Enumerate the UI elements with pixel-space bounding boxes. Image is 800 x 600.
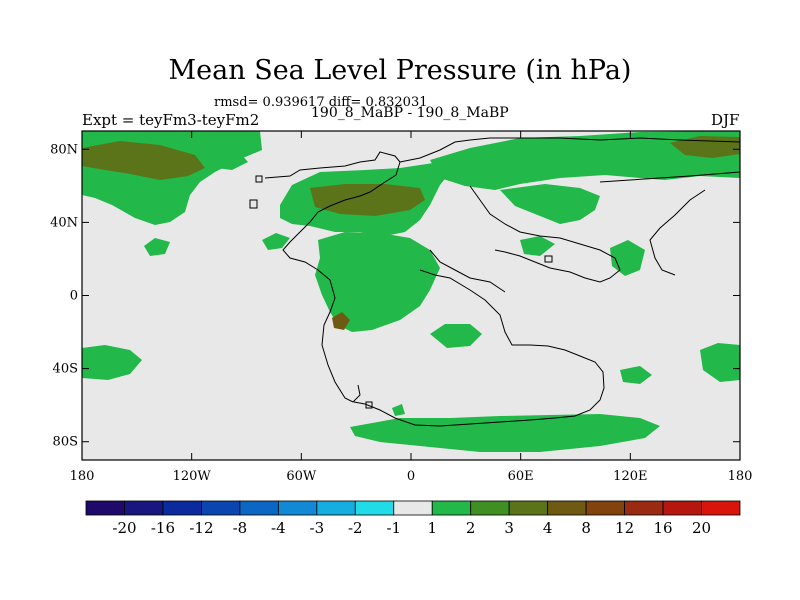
contour-green-alaska [215,153,248,170]
coastline-east-asia [599,171,740,276]
coastline-island-1 [249,199,258,209]
colorbar-label: 1 [427,519,437,537]
colorbar-label: 8 [581,519,591,537]
coastline-europe-africa [399,137,740,163]
contour-green-antarctic-band [350,414,660,452]
comparison-label: 190_8_MaBP - 190_8_MaBP [311,105,509,121]
colorbar-box [508,500,549,516]
experiment-label: Expt = teyFm3-teyFm2 [82,111,260,129]
lon-tick-label: 180 [728,469,753,484]
colorbar-box [431,500,472,516]
lat-tick-label: 80S [53,435,78,450]
colorbar-label: -2 [348,519,363,537]
colorbar-label: 20 [692,519,711,537]
colorbar-box [201,500,241,516]
season-label: DJF [711,111,740,129]
coastline-north-america [264,151,401,403]
colorbar-box [239,500,279,516]
colorbar-box [277,500,318,516]
coastline-rift [429,249,506,293]
lat-tick-label: 0 [70,289,78,304]
contour-green-southwest-pacific [82,345,142,380]
lat-tick-label: 80N [50,142,78,157]
lon-tick-label: 120E [613,469,647,484]
contour-green-caribbean [262,233,290,250]
colorbar-box [662,500,702,516]
colorbar-label: -12 [189,519,213,537]
coastline-asia [469,185,621,283]
colorbar-box [547,500,587,516]
contour-green-arctic-north [430,131,740,190]
lon-tick-label: 120W [173,469,212,484]
colorbar-box [585,500,625,516]
colorbar-box [701,500,741,516]
colorbar-box [470,500,510,516]
colorbar-label: 16 [654,519,673,537]
colorbar-label: -16 [151,519,175,537]
colorbar-box [124,500,164,516]
lon-tick-label: 0 [407,469,415,484]
colorbar-box [354,500,395,516]
colorbar-label: -1 [386,519,401,537]
colorbar-box [393,500,433,516]
colorbar-label: 4 [543,519,553,537]
contour-green-indian-ocean [620,366,652,384]
contour-green-southeast-pacific [700,343,740,382]
colorbar-label: -8 [233,519,248,537]
colorbar-label: 2 [466,519,476,537]
lon-tick-label: 60W [286,469,317,484]
contour-green-central-atlantic [315,232,440,332]
map-title: Mean Sea Level Pressure (in hPa) [168,55,632,86]
lat-tick-label: 40S [53,362,78,377]
contour-green-siberia [500,184,600,224]
longitude-axis: 180 120W 60W 0 60E 120E 180 [70,131,753,484]
contour-olive-north-atlantic [310,184,425,216]
lon-tick-label: 60E [508,469,534,484]
lat-tick-label: 40N [50,215,78,230]
coastline-south-land [353,269,605,427]
colorbar-box [85,500,125,516]
coastlines [249,137,740,427]
colorbar-label: 12 [615,519,634,537]
contour-green-equatorial-cells [430,324,482,348]
colorbar-label: -20 [112,519,136,537]
colorbar-label: -4 [271,519,286,537]
coastline-island-2 [255,175,263,183]
lon-tick-label: 180 [70,469,95,484]
contour-brown-south-atlantic [332,312,350,330]
colorbar-box [624,500,664,516]
contour-olive-north-pacific [82,141,205,180]
colorbar-box [316,500,356,516]
map-plot-area [82,131,740,460]
latitude-axis: 80N 40N 0 40S 80S [50,142,740,450]
contour-green-southern-ocean-spot [392,404,405,416]
colorbar-label: 3 [504,519,514,537]
rmsd-diff-stats: rmsd= 0.939617 diff= 0.832031 [214,95,428,110]
colorbar: -20 -16 -12 -8 -4 -3 -2 -1 1 2 3 4 8 12 16 20 [85,500,741,537]
contour-green-pacific-islet [144,238,170,256]
colorbar-label: -3 [310,519,325,537]
coastline-island-3 [544,255,553,263]
coastline-island-4 [365,401,373,409]
colorbar-box [162,500,202,516]
contour-green-asia-1 [520,236,555,256]
